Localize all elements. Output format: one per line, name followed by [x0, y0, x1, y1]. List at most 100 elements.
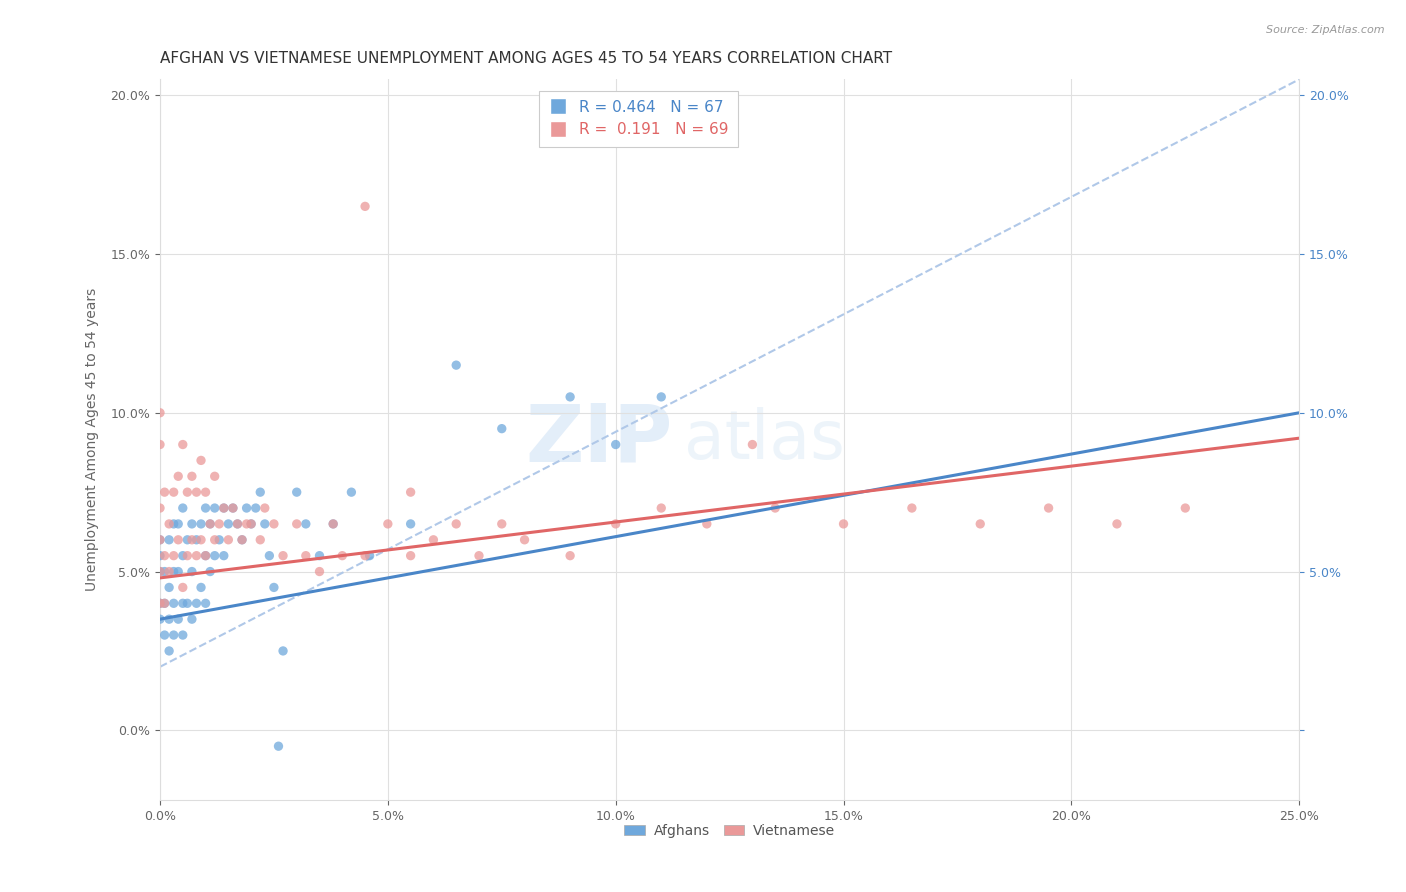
- Point: [176, 533, 198, 547]
- Point: [295, 516, 318, 531]
- Point: [194, 485, 217, 500]
- Y-axis label: Unemployment Among Ages 45 to 54 years: Unemployment Among Ages 45 to 54 years: [86, 288, 100, 591]
- Point: [832, 516, 855, 531]
- Point: [253, 516, 276, 531]
- Point: [222, 501, 245, 516]
- Point: [153, 596, 176, 610]
- Point: [163, 596, 186, 610]
- Point: [491, 422, 513, 436]
- Point: [491, 516, 513, 531]
- Point: [222, 501, 245, 516]
- Point: [354, 549, 377, 563]
- Point: [186, 533, 208, 547]
- Point: [176, 596, 198, 610]
- Point: [377, 516, 399, 531]
- Point: [354, 199, 377, 213]
- Point: [240, 516, 263, 531]
- Point: [149, 565, 172, 579]
- Point: [212, 549, 235, 563]
- Point: [149, 596, 172, 610]
- Point: [186, 485, 208, 500]
- Point: [149, 549, 172, 563]
- Point: [190, 533, 212, 547]
- Point: [172, 501, 194, 516]
- Point: [153, 565, 176, 579]
- Point: [1174, 501, 1197, 516]
- Point: [153, 628, 176, 642]
- Point: [226, 516, 249, 531]
- Text: ZIP: ZIP: [526, 401, 672, 479]
- Point: [172, 437, 194, 451]
- Point: [204, 549, 226, 563]
- Point: [194, 596, 217, 610]
- Point: [194, 549, 217, 563]
- Point: [340, 485, 363, 500]
- Point: [180, 469, 202, 483]
- Point: [650, 390, 672, 404]
- Point: [149, 565, 172, 579]
- Point: [271, 644, 294, 658]
- Point: [308, 549, 330, 563]
- Point: [149, 533, 172, 547]
- Point: [240, 516, 263, 531]
- Point: [194, 501, 217, 516]
- Point: [149, 437, 172, 451]
- Point: [741, 437, 763, 451]
- Point: [198, 516, 221, 531]
- Point: [322, 516, 344, 531]
- Point: [180, 565, 202, 579]
- Point: [172, 581, 194, 595]
- Point: [444, 516, 467, 531]
- Point: [253, 501, 276, 516]
- Point: [153, 596, 176, 610]
- Point: [1038, 501, 1060, 516]
- Point: [267, 739, 290, 754]
- Text: Source: ZipAtlas.com: Source: ZipAtlas.com: [1267, 25, 1385, 35]
- Point: [285, 516, 308, 531]
- Point: [263, 581, 285, 595]
- Point: [399, 516, 422, 531]
- Point: [295, 549, 318, 563]
- Point: [172, 549, 194, 563]
- Point: [513, 533, 536, 547]
- Point: [149, 533, 172, 547]
- Point: [212, 501, 235, 516]
- Text: AFGHAN VS VIETNAMESE UNEMPLOYMENT AMONG AGES 45 TO 54 YEARS CORRELATION CHART: AFGHAN VS VIETNAMESE UNEMPLOYMENT AMONG …: [160, 51, 893, 66]
- Point: [153, 485, 176, 500]
- Point: [249, 485, 271, 500]
- Point: [901, 501, 924, 516]
- Point: [190, 581, 212, 595]
- Point: [180, 612, 202, 626]
- Point: [198, 516, 221, 531]
- Point: [696, 516, 718, 531]
- Point: [204, 469, 226, 483]
- Point: [176, 485, 198, 500]
- Point: [468, 549, 491, 563]
- Point: [163, 516, 186, 531]
- Point: [263, 516, 285, 531]
- Point: [149, 612, 172, 626]
- Point: [245, 501, 267, 516]
- Point: [235, 501, 257, 516]
- Point: [359, 549, 381, 563]
- Point: [153, 549, 176, 563]
- Point: [285, 485, 308, 500]
- Point: [190, 453, 212, 467]
- Point: [194, 549, 217, 563]
- Point: [558, 549, 581, 563]
- Point: [163, 565, 186, 579]
- Point: [969, 516, 991, 531]
- Point: [157, 565, 180, 579]
- Point: [212, 501, 235, 516]
- Point: [163, 485, 186, 500]
- Point: [167, 533, 190, 547]
- Point: [180, 516, 202, 531]
- Point: [172, 628, 194, 642]
- Point: [422, 533, 444, 547]
- Point: [186, 549, 208, 563]
- Point: [650, 501, 672, 516]
- Point: [271, 549, 294, 563]
- Point: [149, 501, 172, 516]
- Point: [167, 469, 190, 483]
- Point: [399, 549, 422, 563]
